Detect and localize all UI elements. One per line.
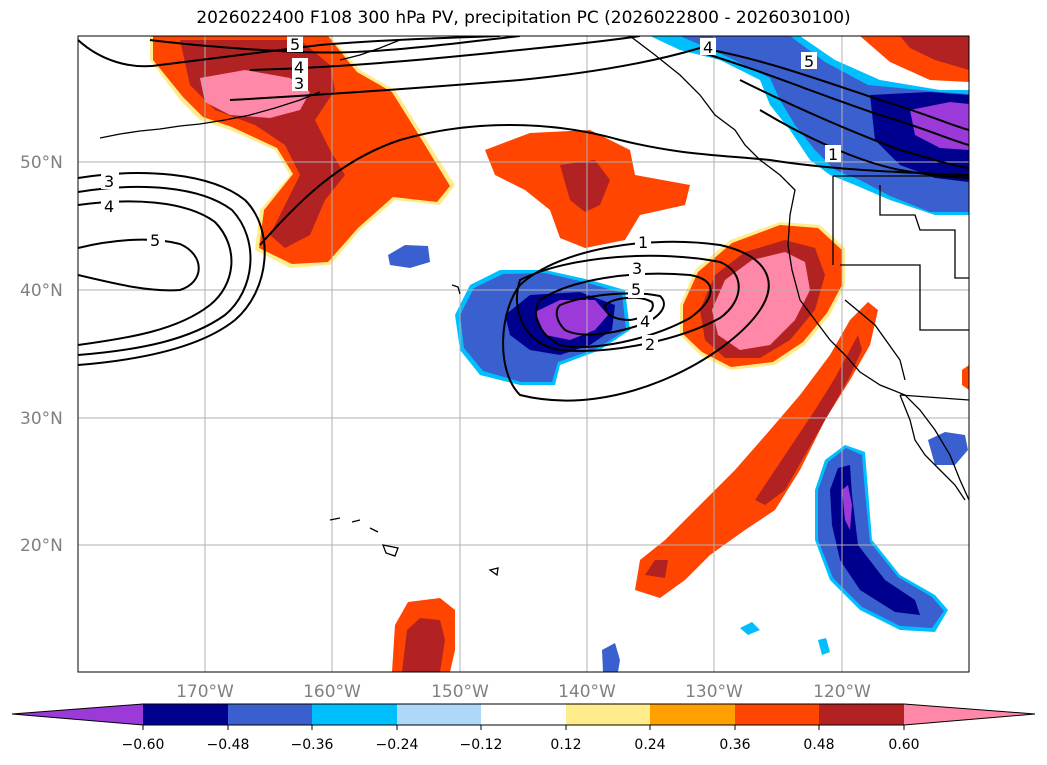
pv-label-ne-4: 4	[703, 38, 713, 57]
lon-label-120w: 120°W	[813, 682, 871, 702]
positive-anomaly-south	[392, 598, 455, 672]
pv-label-ne-5: 5	[804, 52, 814, 71]
lat-label-40: 40°N	[20, 281, 63, 301]
negative-anomaly-small-south2	[740, 622, 760, 635]
pv-label-north-4: 4	[294, 58, 304, 77]
colorbar-tick-label: −0.60	[122, 737, 165, 753]
latitude-labels: 50°N 40°N 30°N 20°N	[20, 153, 63, 556]
colorbar-bin-2	[228, 704, 312, 725]
colorbar-ticks	[142, 725, 905, 730]
pv-contour-1-west	[78, 172, 266, 366]
colorbar-tick-label: −0.12	[460, 737, 503, 753]
colorbar-tick-label: −0.36	[291, 737, 334, 753]
negative-anomaly-southeast	[815, 445, 948, 632]
plot-title: 2026022400 F108 300 hPa PV, precipitatio…	[196, 8, 851, 28]
pv-contours	[78, 36, 969, 402]
pv-label-north-3: 3	[294, 74, 304, 93]
colorbar-bin-5	[481, 704, 566, 725]
colorbar: −0.60 −0.48 −0.36 −0.24 −0.12 0.12 0.24 …	[11, 703, 1036, 753]
lat-label-50: 50°N	[20, 153, 63, 173]
pv-label-central-3: 3	[632, 259, 642, 278]
negative-anomaly-small-south	[602, 643, 620, 672]
colorbar-tick-label: −0.48	[207, 737, 250, 753]
lon-label-130w: 130°W	[685, 682, 743, 702]
colorbar-bin-9	[819, 704, 904, 725]
positive-anomaly-california	[680, 222, 845, 370]
positive-anomaly-northwest	[150, 36, 455, 268]
colorbar-tick-label: −0.24	[376, 737, 419, 753]
map-frame	[77, 35, 970, 673]
negative-anomaly-small-north	[388, 245, 430, 268]
colorbar-tick-label: 0.12	[550, 737, 581, 753]
colorbar-bin-6	[566, 704, 650, 725]
precipitation-fields	[150, 36, 969, 672]
colorbar-tick-label: 0.36	[719, 737, 750, 753]
pv-label-ne-1: 1	[828, 145, 838, 164]
negative-anomaly-northeast	[650, 36, 969, 215]
colorbar-bin-3	[312, 704, 397, 725]
lon-label-170w: 170°W	[176, 682, 234, 702]
pv-label-north-5: 5	[290, 35, 300, 54]
pv-label-central-1: 1	[638, 233, 648, 252]
lat-label-30: 30°N	[20, 409, 63, 429]
lon-label-160w: 160°W	[303, 682, 361, 702]
colorbar-tick-label: 0.24	[634, 737, 665, 753]
colorbar-tick-label: 0.48	[803, 737, 834, 753]
pv-label-central-4: 4	[640, 312, 650, 331]
colorbar-bin-4	[397, 704, 481, 725]
lat-label-20: 20°N	[20, 536, 63, 556]
pv-label-west-5: 5	[150, 231, 160, 250]
lon-label-150w: 150°W	[431, 682, 489, 702]
colorbar-extend-low	[12, 704, 143, 725]
negative-anomaly-small-south3	[818, 638, 830, 655]
lon-label-140w: 140°W	[558, 682, 616, 702]
pv-label-central-2: 2	[645, 335, 655, 354]
colorbar-tick-label: 0.60	[888, 737, 919, 753]
colorbar-bin-7	[650, 704, 735, 725]
pv-label-central-5: 5	[631, 280, 641, 299]
colorbar-bin-1	[143, 704, 228, 725]
map-panel[interactable]: 3 4 5 5 4 3 4 5 1 1 3 5 4 2	[77, 35, 970, 673]
colorbar-bin-8	[735, 704, 819, 725]
pv-label-west-3: 3	[104, 172, 114, 191]
longitude-labels: 170°W 160°W 150°W 140°W 130°W 120°W	[176, 682, 871, 702]
negative-anomaly-baja	[928, 432, 968, 465]
pv-contour-labels: 3 4 5 5 4 3 4 5 1 1 3 5 4 2	[101, 35, 841, 354]
positive-anomaly-mexico-edge	[962, 365, 969, 390]
colorbar-extend-high	[904, 704, 1035, 725]
positive-anomaly-northeast	[860, 36, 969, 82]
positive-anomaly-subtropical-band	[635, 302, 878, 598]
pv-label-west-4: 4	[104, 197, 114, 216]
coastlines	[99, 36, 969, 577]
